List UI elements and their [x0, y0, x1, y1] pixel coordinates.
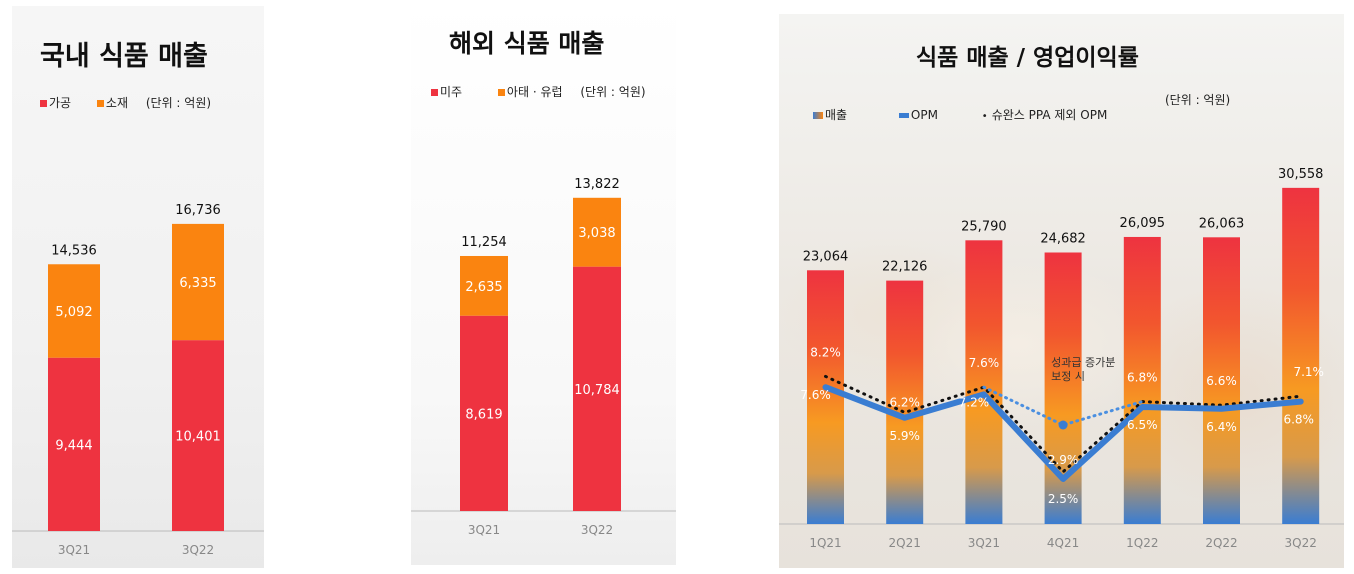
bar-segment-가공: [172, 340, 224, 531]
bar-value-label: 10,401: [175, 430, 221, 445]
opm-ex-ppa-line: [824, 374, 1303, 474]
bar-value-label: 3,038: [578, 226, 615, 241]
opm-adjusted-point: [1058, 420, 1068, 430]
x-tick-label: 3Q22: [581, 523, 613, 537]
chart1-unit: (단위 : 억원): [145, 96, 212, 110]
x-tick-label: 1Q22: [1126, 536, 1158, 550]
x-tick-label: 3Q21: [968, 536, 1000, 550]
chart2-svg: 8,619 2,635 11,254 3Q21 10,784 3,038 13,822 3Q2…: [411, 177, 676, 537]
sales-bar: [1203, 237, 1240, 524]
x-tick-label: 3Q21: [58, 543, 90, 557]
legend-opm-ex-ppa: • 슈완스 PPA 제외 OPM: [981, 108, 1108, 122]
opm-value-label: 6.5%: [1127, 418, 1158, 432]
legend-swatch-orange: [497, 89, 505, 96]
bar-segment-미주: [460, 315, 508, 511]
legend-sales: 매출: [813, 108, 847, 122]
legend-swatch-red: [40, 100, 47, 107]
legend-swatch-gradient: [813, 112, 823, 119]
chart2-unit: (단위 : 억원): [580, 85, 646, 99]
dot-icon: •: [981, 111, 988, 122]
x-tick-label: 3Q22: [1285, 536, 1317, 550]
x-tick-label: 1Q21: [809, 536, 841, 550]
sales-value-label: 22,126: [882, 260, 928, 275]
food-sales-opm-panel: 식품 매출 / 영업이익률 매출 OPM • 슈완스 PPA 제외 OPM (단위…: [779, 14, 1344, 568]
chart3-legend: 매출 OPM • 슈완스 PPA 제외 OPM: [813, 106, 1107, 123]
sales-bar: [886, 280, 924, 524]
x-tick-label: 2Q21: [889, 536, 921, 550]
sales-value-label: 26,063: [1199, 216, 1245, 231]
chart2-title: 해외 식품 매출: [449, 29, 605, 58]
bar-value-label: 10,784: [574, 383, 620, 398]
legend-opm: OPM: [898, 108, 938, 122]
opm-value-label: 2.5%: [1048, 492, 1079, 506]
bar-value-label: 2,635: [465, 280, 502, 295]
annotation-label: 보정 시: [1051, 370, 1085, 383]
chart1-legend: 가공 소재 (단위 : 억원): [40, 94, 211, 111]
bar-total-label: 14,536: [51, 243, 97, 258]
bar-value-label: 8,619: [465, 407, 502, 422]
bar-segment-소재: [172, 223, 224, 341]
bar-segment-아태 · 유럽: [573, 197, 621, 267]
chart3-svg: 23,064 1Q21 22,126 2Q21 25,790 3Q21 24,682 4Q21…: [779, 167, 1344, 550]
sales-bar: [965, 240, 1003, 524]
opm-line: [822, 384, 1304, 482]
sales-bar: [807, 270, 844, 524]
opm-value-label: 6.4%: [1206, 420, 1237, 434]
bar-segment-소재: [48, 264, 100, 358]
legend-swatch-red: [431, 89, 438, 96]
bar-value-label: 9,444: [55, 438, 92, 453]
chart3-unit: (단위 : 억원): [1165, 93, 1231, 107]
chart1-svg: 9,444 5,092 14,536 3Q21 10,401 6,335 16,736 3Q2…: [12, 203, 264, 557]
domestic-food-panel: 국내 식품 매출 가공 소재 (단위 : 억원) 9,444 5,092 14,53…: [12, 6, 264, 568]
legend-swatch-blue: [898, 113, 909, 118]
chart3-title: 식품 매출 / 영업이익률: [916, 45, 1139, 71]
annotation-label: 성과급 증가분: [1051, 356, 1115, 369]
sales-value-label: 25,790: [961, 219, 1007, 234]
opm-ex-ppa-value-label: 2.9%: [1048, 453, 1079, 467]
legend-processed: 가공: [40, 96, 71, 110]
x-tick-label: 3Q21: [468, 523, 500, 537]
chart2-legend: 미주 아태 · 유럽 (단위 : 억원): [431, 83, 646, 100]
opm-ex-ppa-value-label: 6.8%: [1127, 371, 1158, 385]
bar-total-label: 16,736: [175, 203, 221, 218]
sales-bar: [1282, 187, 1320, 524]
bar-segment-가공: [48, 357, 100, 531]
opm-ex-ppa-value-label: 8.2%: [810, 345, 841, 359]
opm-value-label: 7.6%: [800, 388, 831, 402]
legend-apac-europe: 아태 · 유럽: [497, 85, 563, 99]
opm-value-label: 5.9%: [889, 429, 920, 443]
chart1-title: 국내 식품 매출: [40, 41, 208, 72]
opm-ex-ppa-value-label: 6.2%: [889, 395, 920, 409]
bar-value-label: 5,092: [55, 305, 92, 320]
bar-total-label: 13,822: [574, 177, 620, 192]
x-tick-label: 3Q22: [182, 543, 214, 557]
bar-value-label: 6,335: [179, 276, 216, 291]
legend-americas: 미주: [431, 85, 462, 99]
overseas-food-panel: 해외 식품 매출 미주 아태 · 유럽 (단위 : 억원) 8,619 2,635…: [411, 0, 676, 565]
sales-value-label: 23,064: [803, 249, 849, 264]
sales-bar: [1044, 252, 1082, 525]
x-tick-label: 4Q21: [1047, 536, 1079, 550]
bar-segment-아태 · 유럽: [460, 255, 508, 316]
opm-adjusted-line: [982, 385, 1144, 427]
opm-value-label: 7.2%: [959, 395, 990, 409]
opm-ex-ppa-value-label: 7.6%: [969, 356, 1000, 370]
x-tick-label: 2Q22: [1205, 536, 1237, 550]
legend-material: 소재: [96, 96, 128, 110]
opm-value-label: 6.8%: [1283, 413, 1314, 427]
sales-value-label: 24,682: [1040, 231, 1086, 246]
bar-segment-미주: [573, 266, 621, 511]
opm-ex-ppa-value-label: 6.6%: [1206, 374, 1237, 388]
bar-total-label: 11,254: [461, 235, 507, 250]
sales-bar: [1123, 236, 1161, 524]
legend-swatch-orange: [96, 100, 104, 107]
sales-value-label: 26,095: [1120, 216, 1166, 231]
sales-value-label: 30,558: [1278, 167, 1324, 182]
opm-ex-ppa-value-label: 7.1%: [1293, 365, 1324, 379]
